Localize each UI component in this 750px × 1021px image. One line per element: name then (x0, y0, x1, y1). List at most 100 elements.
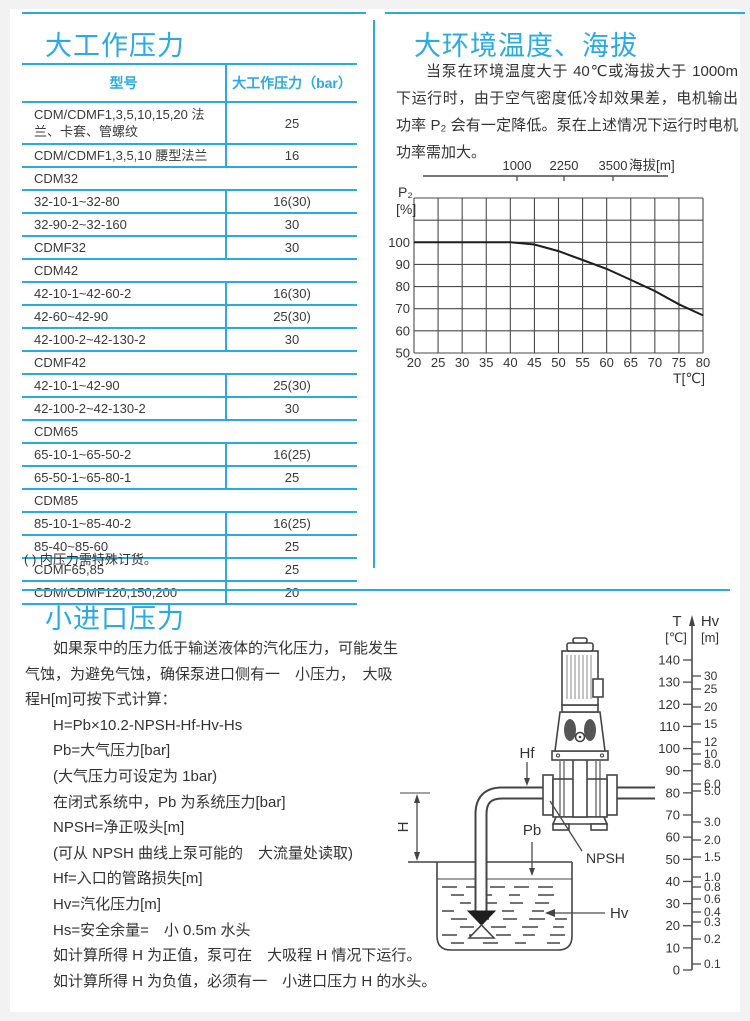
pressure-cell: 25(30) (226, 374, 357, 398)
pressure-cell: 20 (226, 581, 357, 605)
inlet-pressure-text: 如果泵中的压力低于输送液体的汽化压力，可能发生气蚀，为避免气蚀，确保泵进口侧有一… (25, 636, 437, 994)
temperature-tick-label: 70 (666, 808, 680, 823)
inlet-flange (542, 774, 554, 816)
ambient-paragraph: 当泵在环境温度大于 40℃或海拔大于 1000m 下运行时，由于空气密度低冷却效… (396, 63, 738, 161)
table-footnote: ( ) 内压力需特殊订货。 (24, 552, 157, 567)
table-row: 32-10-1~32-80 16(30) (22, 190, 357, 214)
model-cell: 65-10-1~65-50-2 (22, 443, 227, 467)
model-cell: CDM/CDMF1,3,5,10,15,20 法兰、卡套、管螺纹 (22, 102, 227, 145)
t-axis-label: T (672, 613, 681, 630)
table-row: CDM/CDMF120,150,200 20 (22, 581, 357, 605)
temperature-tick-label: 60 (666, 830, 680, 845)
y-tick-label: 90 (396, 257, 410, 272)
vapor-head-tick-label: 1.0 (704, 870, 721, 884)
text-line: Hv=汽化压力[m] (53, 895, 161, 913)
table-row: CDMF32 30 (22, 236, 357, 260)
x-tick-label: 50 (551, 355, 565, 370)
x-tick-label: 65 (624, 355, 638, 370)
text-line: 气蚀，为避免气蚀，确保泵进口侧有一 小压力， 大吸 (25, 665, 393, 683)
model-cell: 65-50-1~65-80-1 (22, 466, 227, 490)
hv-axis-unit: [m] (701, 630, 719, 645)
table-row: CDM/CDMF1,3,5,10,15,20 法兰、卡套、管螺纹 25 (22, 102, 357, 145)
vapor-head-tick-label: 5.0 (704, 784, 721, 798)
suction-installation-diagram: H Hf Pb NPSH Hv T [℃] Hv [m] (395, 613, 721, 978)
vapor-head-tick-label: 6.0 (704, 777, 721, 791)
suction-pipe (474, 786, 655, 911)
pump (542, 637, 618, 831)
vapor-pressure-scale: T [℃] Hv [m] 0 10 20 30 40 50 60 70 80 90 100 110 12… (658, 613, 721, 978)
callout-Pb: Pb (523, 822, 541, 876)
vapor-head-tick-label: 0.1 (704, 957, 721, 971)
pressure-cell: 16(25) (226, 512, 357, 536)
text-line: 如计算所得 H 为负值，必须有一 小进口压力 H 的水头。 (53, 972, 437, 990)
y-tick-label: 100 (388, 235, 410, 250)
callout-Hv: Hv (545, 905, 629, 922)
text-line: 在闭式系统中，Pb 为系统压力[bar] (53, 793, 286, 811)
table-group-row: CDMF42 (22, 351, 357, 375)
table-row: 85-10-1~85-40-2 16(25) (22, 512, 357, 536)
temperature-tick-label: 100 (658, 741, 680, 756)
x-tick-label: 35 (479, 355, 493, 370)
temperature-tick-label: 80 (666, 785, 680, 800)
text-line: NPSH=净正吸头[m] (53, 819, 185, 837)
pressure-cell: 16(30) (226, 190, 357, 214)
text-line: (可从 NPSH 曲线上泵可能的 大流量处读取) (53, 844, 354, 862)
altitude-axis-label: 海拔[m] (629, 158, 675, 173)
text-line: (大气压力可设定为 1bar) (53, 767, 218, 785)
x-tick-label: 75 (672, 355, 686, 370)
pressure-cell: 25 (226, 466, 357, 490)
temperature-tick-label: 50 (666, 852, 680, 867)
x-tick-label: 20 (407, 355, 421, 370)
model-cell: 85-10-1~85-40-2 (22, 512, 227, 536)
text-line: Hf=入口的管路损失[m] (53, 870, 203, 888)
text-line: Pb=大气压力[bar] (53, 742, 171, 760)
altitude-tick-label: 1000 (503, 158, 532, 173)
table-row: 42-60~42-90 25(30) (22, 305, 357, 329)
x-tick-label: 30 (455, 355, 469, 370)
text-line: 如果泵中的压力低于输送液体的汽化压力，可能发生 (53, 640, 399, 657)
column-divider (373, 20, 375, 568)
vapor-head-tick-label: 20 (704, 700, 718, 714)
temperature-tick-label: 140 (658, 653, 680, 668)
pressure-cell: 30 (226, 328, 357, 352)
temperature-tick-label: 90 (666, 763, 680, 778)
y-tick-label: 70 (396, 301, 410, 316)
dimension-H: H (395, 792, 430, 861)
temperature-tick-label: 40 (666, 874, 680, 889)
table-group-row: CDM32 (22, 167, 357, 191)
pressure-cell: 30 (226, 397, 357, 421)
model-group-cell: CDM65 (22, 420, 357, 444)
x-tick-label: 80 (696, 355, 710, 370)
model-cell: CDM/CDMF1,3,5,10 腰型法兰 (22, 144, 227, 168)
outlet-flange (606, 774, 618, 816)
accent-rule-left (22, 12, 366, 14)
water-surface-dashes (442, 886, 567, 944)
model-group-cell: CDM42 (22, 259, 357, 283)
pressure-cell: 30 (226, 236, 357, 260)
x-tick-label: 70 (648, 355, 662, 370)
max-working-pressure-table: 型号 大工作压力（bar） CDM/CDMF1,3,5,10,15,20 法兰、… (22, 63, 357, 605)
y-tick-label: 60 (396, 323, 410, 338)
pressure-cell: 16(25) (226, 443, 357, 467)
pressure-cell: 25 (226, 558, 357, 582)
table-row: 65-10-1~65-50-2 16(25) (22, 443, 357, 467)
terminal-box (592, 678, 604, 698)
vapor-head-tick-label: 15 (704, 717, 718, 731)
pump-stool (554, 711, 606, 752)
model-cell: 32-10-1~32-80 (22, 190, 227, 214)
model-cell: 85-40~85-60 (22, 535, 227, 559)
y-axis-label: P₂ (398, 184, 413, 200)
vapor-head-tick-label: 8.0 (704, 757, 721, 771)
y-axis-unit: [%] (396, 201, 416, 217)
text-line: H=Pb×10.2-NPSH-Hf-Hv-Hs (53, 716, 243, 734)
t-axis-unit: [℃] (665, 630, 687, 645)
motor (561, 650, 599, 706)
model-group-cell: CDM32 (22, 167, 357, 191)
section-title-max-working-pressure: 大工作压力 (45, 31, 185, 61)
model-cell: 42-100-2~42-130-2 (22, 328, 227, 352)
column-header-pressure: 大工作压力（bar） (226, 63, 357, 103)
table-group-row: CDM85 (22, 489, 357, 513)
model-cell: 42-10-1~42-90 (22, 374, 227, 398)
table-row: 42-100-2~42-130-2 30 (22, 397, 357, 421)
